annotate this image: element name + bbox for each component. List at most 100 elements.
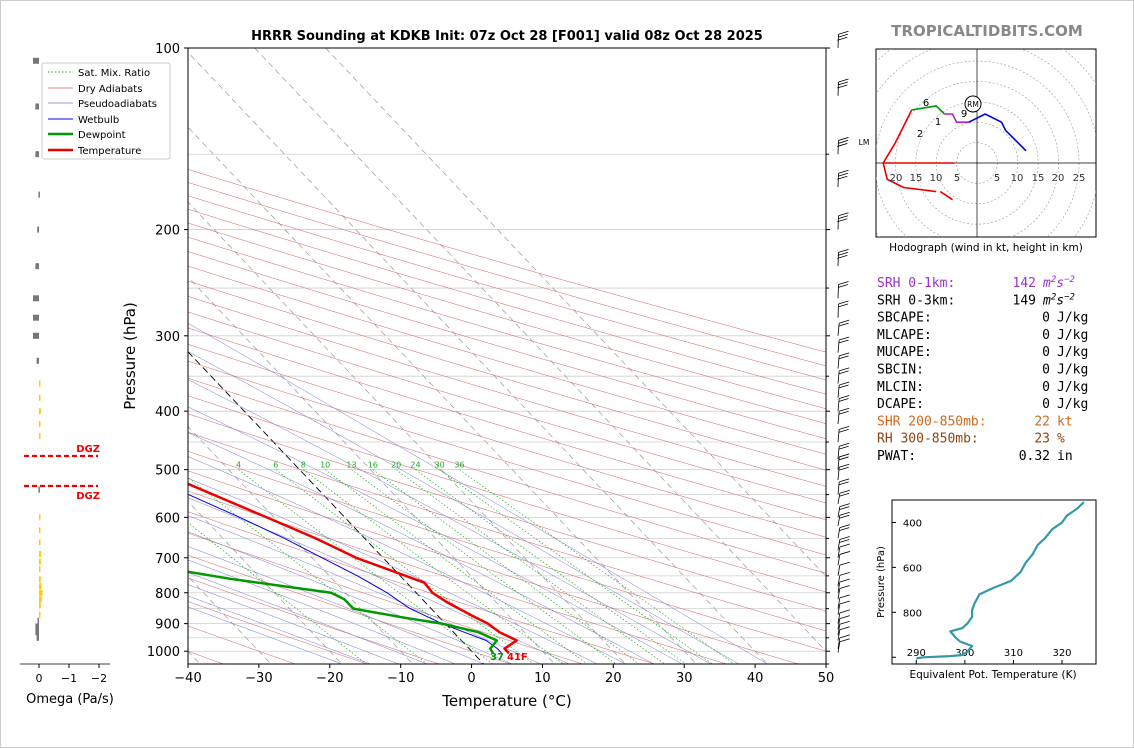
mixing-ratio-line bbox=[188, 477, 428, 664]
barb-feather bbox=[838, 466, 849, 471]
barb-feather bbox=[839, 536, 850, 540]
index-value: 0 bbox=[1042, 397, 1050, 412]
wind-barb bbox=[837, 442, 850, 459]
barb-staff bbox=[837, 429, 840, 443]
y-tick-label: 500 bbox=[155, 464, 180, 479]
wind-barb bbox=[837, 407, 850, 424]
barb-feather bbox=[838, 249, 849, 253]
wind-barb bbox=[837, 524, 850, 539]
wind-barb bbox=[837, 478, 850, 495]
omega-bar bbox=[36, 634, 39, 641]
omega-bar bbox=[33, 314, 39, 321]
wind-barb bbox=[837, 620, 850, 636]
barb-staff bbox=[837, 637, 841, 649]
barb-staff bbox=[837, 588, 841, 600]
barb-feather bbox=[838, 370, 849, 375]
wind-barb bbox=[837, 503, 850, 518]
wind-barb bbox=[837, 489, 850, 505]
index-unit: J/kg bbox=[1057, 311, 1088, 326]
barb-staff bbox=[837, 323, 840, 336]
hodograph-trace bbox=[882, 105, 1027, 201]
barb-feather bbox=[839, 609, 850, 614]
mixing-ratio-line bbox=[395, 469, 665, 664]
barb-feather bbox=[839, 524, 850, 529]
pseudoadiabat bbox=[188, 456, 626, 664]
barb-feather bbox=[839, 506, 850, 511]
barb-staff bbox=[837, 446, 840, 459]
barb-feather bbox=[839, 453, 850, 458]
omega-tick-0: 0 bbox=[36, 672, 43, 685]
pseudoadiabat bbox=[188, 379, 711, 664]
barb-staff bbox=[837, 493, 841, 505]
index-label: SBCAPE: bbox=[877, 311, 932, 326]
hodo-height-6: 6 bbox=[923, 98, 929, 109]
barb-staff bbox=[837, 575, 841, 587]
barb-staff bbox=[837, 515, 841, 527]
wind-barb bbox=[837, 453, 850, 470]
barb-feather bbox=[839, 638, 850, 643]
index-value: 0 bbox=[1042, 363, 1050, 378]
theta-e-line bbox=[916, 501, 1085, 660]
omega-bar bbox=[39, 380, 41, 387]
barb-staff bbox=[837, 612, 841, 624]
barb-staff bbox=[837, 624, 841, 636]
skewt-frame bbox=[187, 47, 827, 665]
surface-temperature-label: 41F bbox=[507, 652, 528, 663]
barb-feather bbox=[839, 503, 850, 508]
index-label: MUCAPE: bbox=[877, 345, 932, 360]
pseudoadiabat bbox=[188, 559, 456, 664]
wind-barb bbox=[837, 561, 850, 576]
legend-wetbulb: Wetbulb bbox=[78, 115, 119, 126]
barb-staff bbox=[837, 618, 841, 630]
wind-barb bbox=[837, 536, 850, 551]
omega-tick-2: −2 bbox=[91, 672, 107, 685]
wind-barb bbox=[837, 30, 849, 49]
isotherm bbox=[254, 48, 826, 652]
rm-label: RM bbox=[967, 100, 979, 109]
dry-adiabat bbox=[188, 577, 440, 664]
omega-bars bbox=[33, 57, 43, 641]
index-value: 0 bbox=[1042, 345, 1050, 360]
dry-adiabat bbox=[188, 265, 826, 455]
omega-bar bbox=[39, 421, 41, 427]
hodo-ring-10-left: 10 bbox=[930, 173, 943, 184]
y-tick-label: 400 bbox=[155, 405, 180, 420]
wind-barb bbox=[837, 137, 849, 155]
index-label: MLCIN: bbox=[877, 380, 924, 395]
pseudoadiabat bbox=[188, 477, 598, 664]
omega-bar bbox=[39, 583, 42, 590]
barb-staff bbox=[837, 629, 841, 641]
barb-staff bbox=[837, 355, 840, 369]
barb-feather bbox=[839, 543, 850, 548]
omega-bar bbox=[35, 263, 39, 270]
mixing-ratio-line bbox=[459, 469, 735, 664]
x-tick-label: 30 bbox=[676, 671, 693, 686]
barb-feather bbox=[839, 626, 850, 631]
hodo-segment-3-6km bbox=[911, 105, 945, 115]
barb-feather bbox=[837, 252, 849, 256]
skewt-ylabel: Pressure (hPa) bbox=[121, 302, 139, 410]
wind-barb bbox=[837, 319, 850, 336]
barb-feather bbox=[839, 594, 850, 599]
skewt-background-lines bbox=[188, 48, 826, 664]
y-tick-label: 100 bbox=[155, 42, 180, 57]
index-unit: in bbox=[1057, 449, 1073, 464]
dry-adiabat bbox=[188, 222, 826, 410]
barb-feather bbox=[837, 175, 848, 180]
wind-barb bbox=[837, 367, 850, 384]
wind-barb bbox=[837, 463, 850, 480]
barb-staff bbox=[837, 527, 841, 539]
barb-feather bbox=[837, 218, 848, 223]
barb-feather bbox=[838, 212, 849, 217]
hodo-height-9: 9 bbox=[961, 109, 967, 120]
pseudoadiabat bbox=[188, 432, 654, 664]
y-tick-label: 900 bbox=[155, 618, 180, 633]
barb-staff bbox=[837, 370, 840, 384]
index-unit: J/kg bbox=[1057, 397, 1088, 412]
hodo-height-1: 1 bbox=[935, 117, 941, 128]
dry-adiabat bbox=[188, 296, 826, 487]
isotherm bbox=[188, 51, 768, 664]
x-tick-label: 50 bbox=[818, 671, 835, 686]
index-value: 0 bbox=[1042, 380, 1050, 395]
